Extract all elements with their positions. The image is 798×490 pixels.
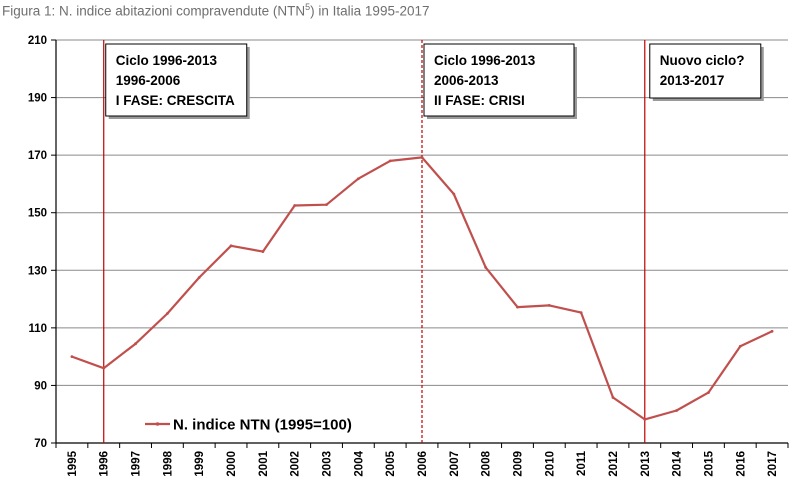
annotation-text: Ciclo 1996-2013 (116, 53, 218, 68)
x-tick-label: 1999 (194, 451, 206, 477)
x-tick-label: 1997 (131, 451, 143, 477)
data-point (325, 203, 328, 207)
legend-label: N. indice NTN (1995=100) (173, 417, 352, 434)
data-point (770, 329, 774, 333)
data-point (165, 312, 169, 315)
x-tick-label: 1995 (67, 450, 79, 476)
annotation-text: Ciclo 1996-2013 (434, 53, 536, 68)
y-tick-label: 90 (34, 380, 47, 392)
data-point (452, 192, 456, 196)
annotation-text: 2006-2013 (434, 73, 499, 88)
x-tick-label: 2008 (481, 450, 493, 476)
x-tick-label: 2013 (640, 451, 652, 477)
data-point (420, 156, 424, 159)
x-tick-label: 2005 (385, 450, 397, 476)
x-tick-label: 2011 (576, 450, 588, 476)
x-tick-label: 2009 (512, 451, 524, 477)
data-point (484, 266, 488, 269)
data-point (611, 396, 615, 399)
data-point (197, 276, 201, 279)
data-point (738, 344, 742, 348)
annotation-text: 1996-2006 (116, 73, 181, 88)
data-point (547, 304, 551, 307)
x-tick-label: 2016 (735, 451, 747, 477)
x-tick-label: 2000 (226, 451, 238, 477)
annotation-box (649, 43, 762, 99)
x-tick-label: 1996 (99, 451, 111, 477)
x-tick-label: 2006 (417, 451, 429, 477)
y-tick-label: 70 (34, 438, 47, 450)
x-tick-label: 2007 (449, 451, 461, 477)
x-tick-label: 2015 (703, 450, 715, 476)
x-tick-label: 2014 (672, 450, 684, 476)
x-tick-label: 1998 (162, 450, 174, 476)
chart-title: Figura 1: N. indice abitazioni compraven… (2, 2, 430, 19)
data-point (675, 409, 679, 412)
chart-title-main: Figura 1: N. indice abitazioni compraven… (2, 3, 306, 19)
data-point (293, 204, 297, 207)
annotation-box (105, 43, 248, 117)
x-tick-label: 2003 (322, 451, 334, 477)
annotation-text: 2013-2017 (660, 73, 725, 88)
annotation-text: I FASE: CRESCITA (116, 93, 235, 108)
legend-marker (155, 422, 160, 426)
y-tick-label: 210 (28, 35, 47, 47)
data-point (229, 244, 233, 248)
y-tick-label: 110 (28, 323, 47, 335)
chart-title-footnote: 5 (305, 2, 311, 12)
y-tick-label: 150 (28, 208, 47, 220)
data-point (102, 366, 106, 370)
data-point (516, 305, 519, 309)
annotation-text: Nuovo ciclo? (660, 53, 745, 68)
data-point (579, 311, 583, 315)
x-tick-label: 2004 (353, 450, 365, 476)
x-tick-label: 2012 (608, 451, 620, 477)
x-tick-label: 2010 (544, 451, 556, 477)
data-point (134, 342, 137, 346)
x-tick-label: 2001 (258, 450, 270, 476)
annotation-text: II FASE: CRISI (434, 93, 525, 108)
y-tick-label: 190 (28, 93, 47, 105)
x-tick-label: 2017 (767, 451, 779, 477)
data-point (261, 250, 265, 253)
data-point (70, 355, 74, 359)
data-point (356, 177, 360, 181)
y-tick-label: 170 (28, 150, 47, 162)
data-point (643, 417, 647, 421)
y-tick-label: 130 (28, 265, 47, 277)
data-point (388, 159, 392, 163)
data-point (707, 391, 710, 395)
annotation-box (423, 43, 575, 117)
x-tick-label: 2002 (290, 451, 302, 477)
chart-title-suffix: ) in Italia 1995-2017 (310, 3, 430, 19)
